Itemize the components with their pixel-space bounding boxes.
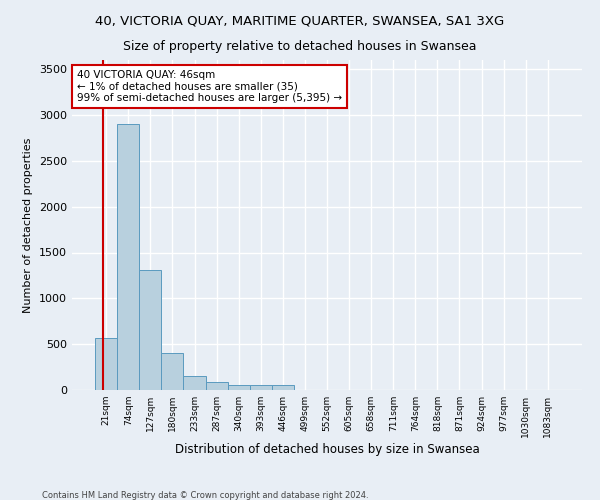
Bar xyxy=(250,386,272,390)
Bar xyxy=(184,376,206,390)
Text: Size of property relative to detached houses in Swansea: Size of property relative to detached ho… xyxy=(123,40,477,53)
Bar xyxy=(117,124,139,390)
Text: 40, VICTORIA QUAY, MARITIME QUARTER, SWANSEA, SA1 3XG: 40, VICTORIA QUAY, MARITIME QUARTER, SWA… xyxy=(95,15,505,28)
Y-axis label: Number of detached properties: Number of detached properties xyxy=(23,138,34,312)
Bar xyxy=(139,270,161,390)
Text: 40 VICTORIA QUAY: 46sqm
← 1% of detached houses are smaller (35)
99% of semi-det: 40 VICTORIA QUAY: 46sqm ← 1% of detached… xyxy=(77,70,342,103)
Text: Contains HM Land Registry data © Crown copyright and database right 2024.: Contains HM Land Registry data © Crown c… xyxy=(42,490,368,500)
X-axis label: Distribution of detached houses by size in Swansea: Distribution of detached houses by size … xyxy=(175,442,479,456)
Bar xyxy=(227,384,250,390)
Bar xyxy=(272,386,294,390)
Bar xyxy=(95,338,117,390)
Bar xyxy=(161,354,184,390)
Bar xyxy=(206,382,227,390)
